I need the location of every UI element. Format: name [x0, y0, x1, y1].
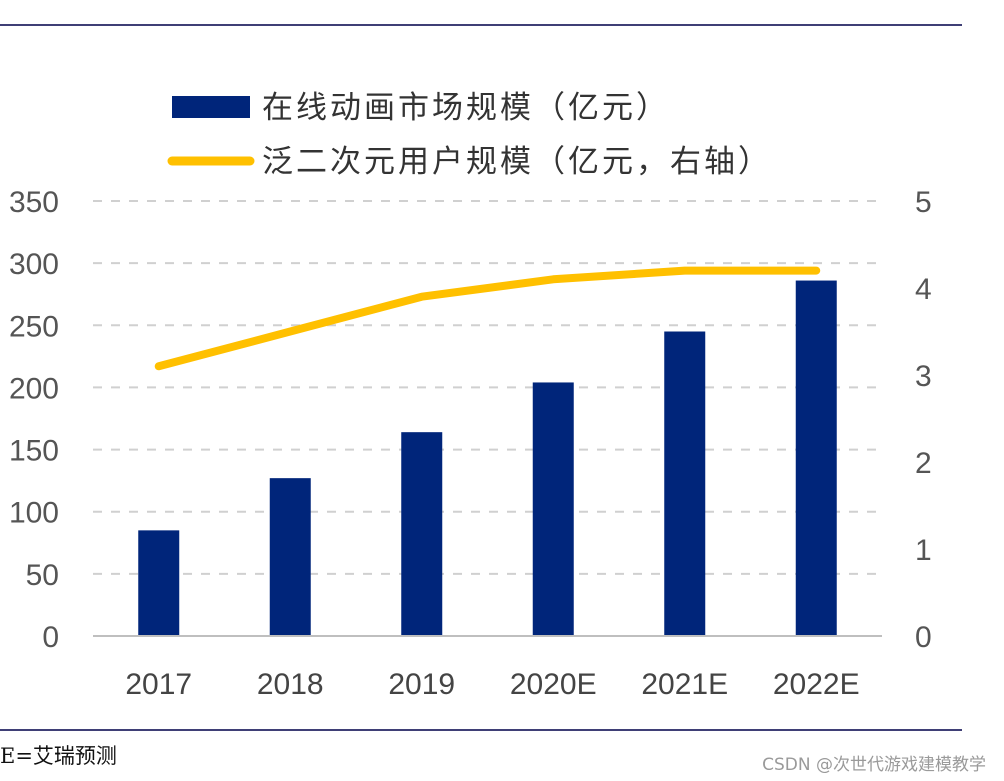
y-left-tick-label: 100 [9, 497, 59, 530]
series-line [154, 266, 821, 371]
watermark: CSDN @次世代游戏建模教学 [762, 755, 986, 775]
footnote: E=艾瑞预测 [0, 744, 117, 768]
y-right-tick-label: 0 [915, 621, 932, 654]
y-left-tick-label: 350 [9, 186, 59, 219]
y-right-tick-label: 2 [915, 447, 932, 480]
x-axis-labels: 2017 2018 2019 2020E 2021E 2022E [125, 668, 859, 701]
bar [664, 331, 706, 636]
y-axis-left: 0 50 100 150 200 250 300 350 [9, 186, 59, 654]
y-right-tick-label: 5 [915, 186, 932, 219]
legend: 在线动画市场规模（亿元） 泛二次元用户规模（亿元，右轴） [167, 90, 772, 180]
x-tick-label: 2020E [510, 668, 597, 701]
line-series [154, 266, 821, 371]
x-tick-label: 2017 [125, 668, 192, 701]
y-right-tick-label: 1 [915, 534, 932, 567]
y-right-tick-label: 3 [915, 360, 932, 393]
x-tick-label: 2021E [641, 668, 728, 701]
y-left-tick-label: 300 [9, 248, 59, 281]
legend-swatch-bar [172, 96, 250, 118]
bar [401, 432, 443, 636]
bar [795, 280, 837, 636]
y-axis-right: 0 1 2 3 4 5 [915, 186, 932, 654]
y-right-tick-label: 4 [915, 273, 932, 306]
x-tick-label: 2019 [388, 668, 455, 701]
bar [138, 530, 180, 636]
y-left-tick-label: 250 [9, 310, 59, 343]
legend-label-line: 泛二次元用户规模（亿元，右轴） [262, 144, 772, 180]
bar-series [138, 280, 837, 636]
legend-label-bar: 在线动画市场规模（亿元） [262, 90, 670, 126]
gridlines [93, 200, 882, 575]
bar [532, 382, 574, 636]
y-left-tick-label: 50 [26, 559, 59, 592]
y-left-tick-label: 0 [42, 621, 59, 654]
bar [269, 478, 311, 636]
y-left-tick-label: 200 [9, 372, 59, 405]
x-tick-label: 2022E [773, 668, 860, 701]
x-tick-label: 2018 [257, 668, 324, 701]
y-left-tick-label: 150 [9, 435, 59, 468]
